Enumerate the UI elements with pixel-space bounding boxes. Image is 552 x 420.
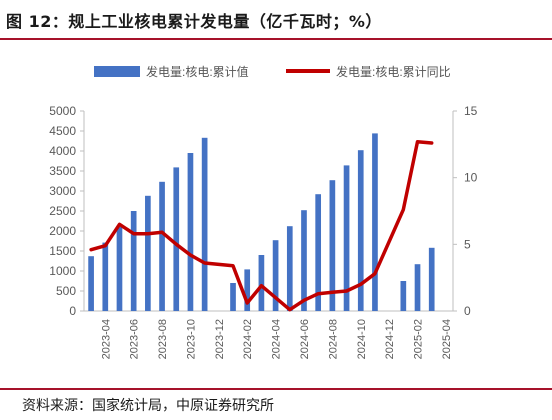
yoy-line — [89, 139, 434, 312]
bar — [301, 210, 307, 311]
x-tick-label: 2023-04 — [100, 319, 112, 359]
left-tick-label: 1000 — [49, 264, 76, 278]
left-tick-label: 0 — [69, 304, 76, 318]
left-tick-label: 3500 — [49, 164, 76, 178]
x-tick-label: 2024-08 — [327, 319, 339, 359]
legend-line-label: 发电量:核电:累计同比 — [336, 64, 451, 79]
bar — [414, 264, 421, 311]
bar — [315, 194, 322, 311]
x-tick-label: 2023-10 — [185, 319, 197, 359]
bar — [329, 180, 336, 311]
right-tick-label: 10 — [464, 171, 478, 185]
left-tick-label: 500 — [56, 284, 76, 298]
combo-chart: 发电量:核电:累计值 发电量:核电:累计同比 0 500 1000 1500 2000 2… — [49, 64, 477, 359]
bar — [343, 165, 350, 311]
right-tick-label: 15 — [464, 104, 478, 118]
bar — [286, 226, 293, 311]
bar — [116, 227, 123, 311]
x-tick-label: 2024-04 — [271, 319, 283, 359]
bar — [357, 150, 364, 311]
x-tick-label: 2024-12 — [384, 319, 396, 359]
right-tick-label: 0 — [464, 304, 471, 318]
bar — [173, 167, 180, 311]
bar — [88, 256, 94, 311]
left-tick-label: 1500 — [49, 244, 76, 258]
bar — [244, 269, 251, 311]
bar — [372, 133, 378, 311]
left-tick-label: 3000 — [49, 184, 76, 198]
left-tick-label: 4000 — [49, 144, 76, 158]
bar — [400, 281, 407, 311]
source-note: 资料来源：国家统计局，中原证券研究所 — [22, 398, 274, 414]
left-tick-label: 2000 — [49, 224, 76, 238]
bar-series — [88, 133, 435, 311]
source-divider — [0, 388, 552, 390]
bar — [428, 247, 435, 311]
x-tick-label: 2025-02 — [413, 319, 425, 359]
legend-bar-swatch — [94, 66, 140, 77]
x-tick-label: 2025-04 — [441, 319, 453, 359]
right-tick-label: 5 — [464, 237, 471, 251]
x-tick-label: 2023-08 — [157, 319, 169, 359]
bar — [187, 153, 194, 311]
left-tick-label: 4500 — [49, 124, 76, 138]
figure-title: 图 12：规上工业核电累计发电量（亿千瓦时；%） — [6, 12, 382, 31]
bar — [272, 240, 279, 311]
line-series — [89, 139, 434, 312]
chart-axes: 0 500 1000 1500 2000 2500 3000 3500 4000 4500 5000… — [49, 104, 477, 359]
bar — [130, 211, 137, 311]
title-divider — [0, 38, 552, 40]
bar — [258, 255, 265, 311]
bar — [230, 283, 236, 311]
chart-legend: 发电量:核电:累计值 发电量:核电:累计同比 — [94, 64, 451, 79]
x-tick-label: 2023-12 — [214, 319, 226, 359]
bar — [201, 137, 208, 311]
x-tick-label: 2023-06 — [129, 319, 141, 359]
left-tick-label: 5000 — [49, 104, 76, 118]
bar — [159, 181, 165, 311]
x-tick-label: 2024-10 — [356, 319, 368, 359]
bar — [145, 195, 151, 311]
x-tick-label: 2024-02 — [242, 319, 254, 359]
bar — [102, 242, 109, 311]
x-tick-label: 2024-06 — [299, 319, 311, 359]
legend-bar-label: 发电量:核电:累计值 — [146, 64, 249, 79]
left-tick-label: 2500 — [49, 204, 76, 218]
